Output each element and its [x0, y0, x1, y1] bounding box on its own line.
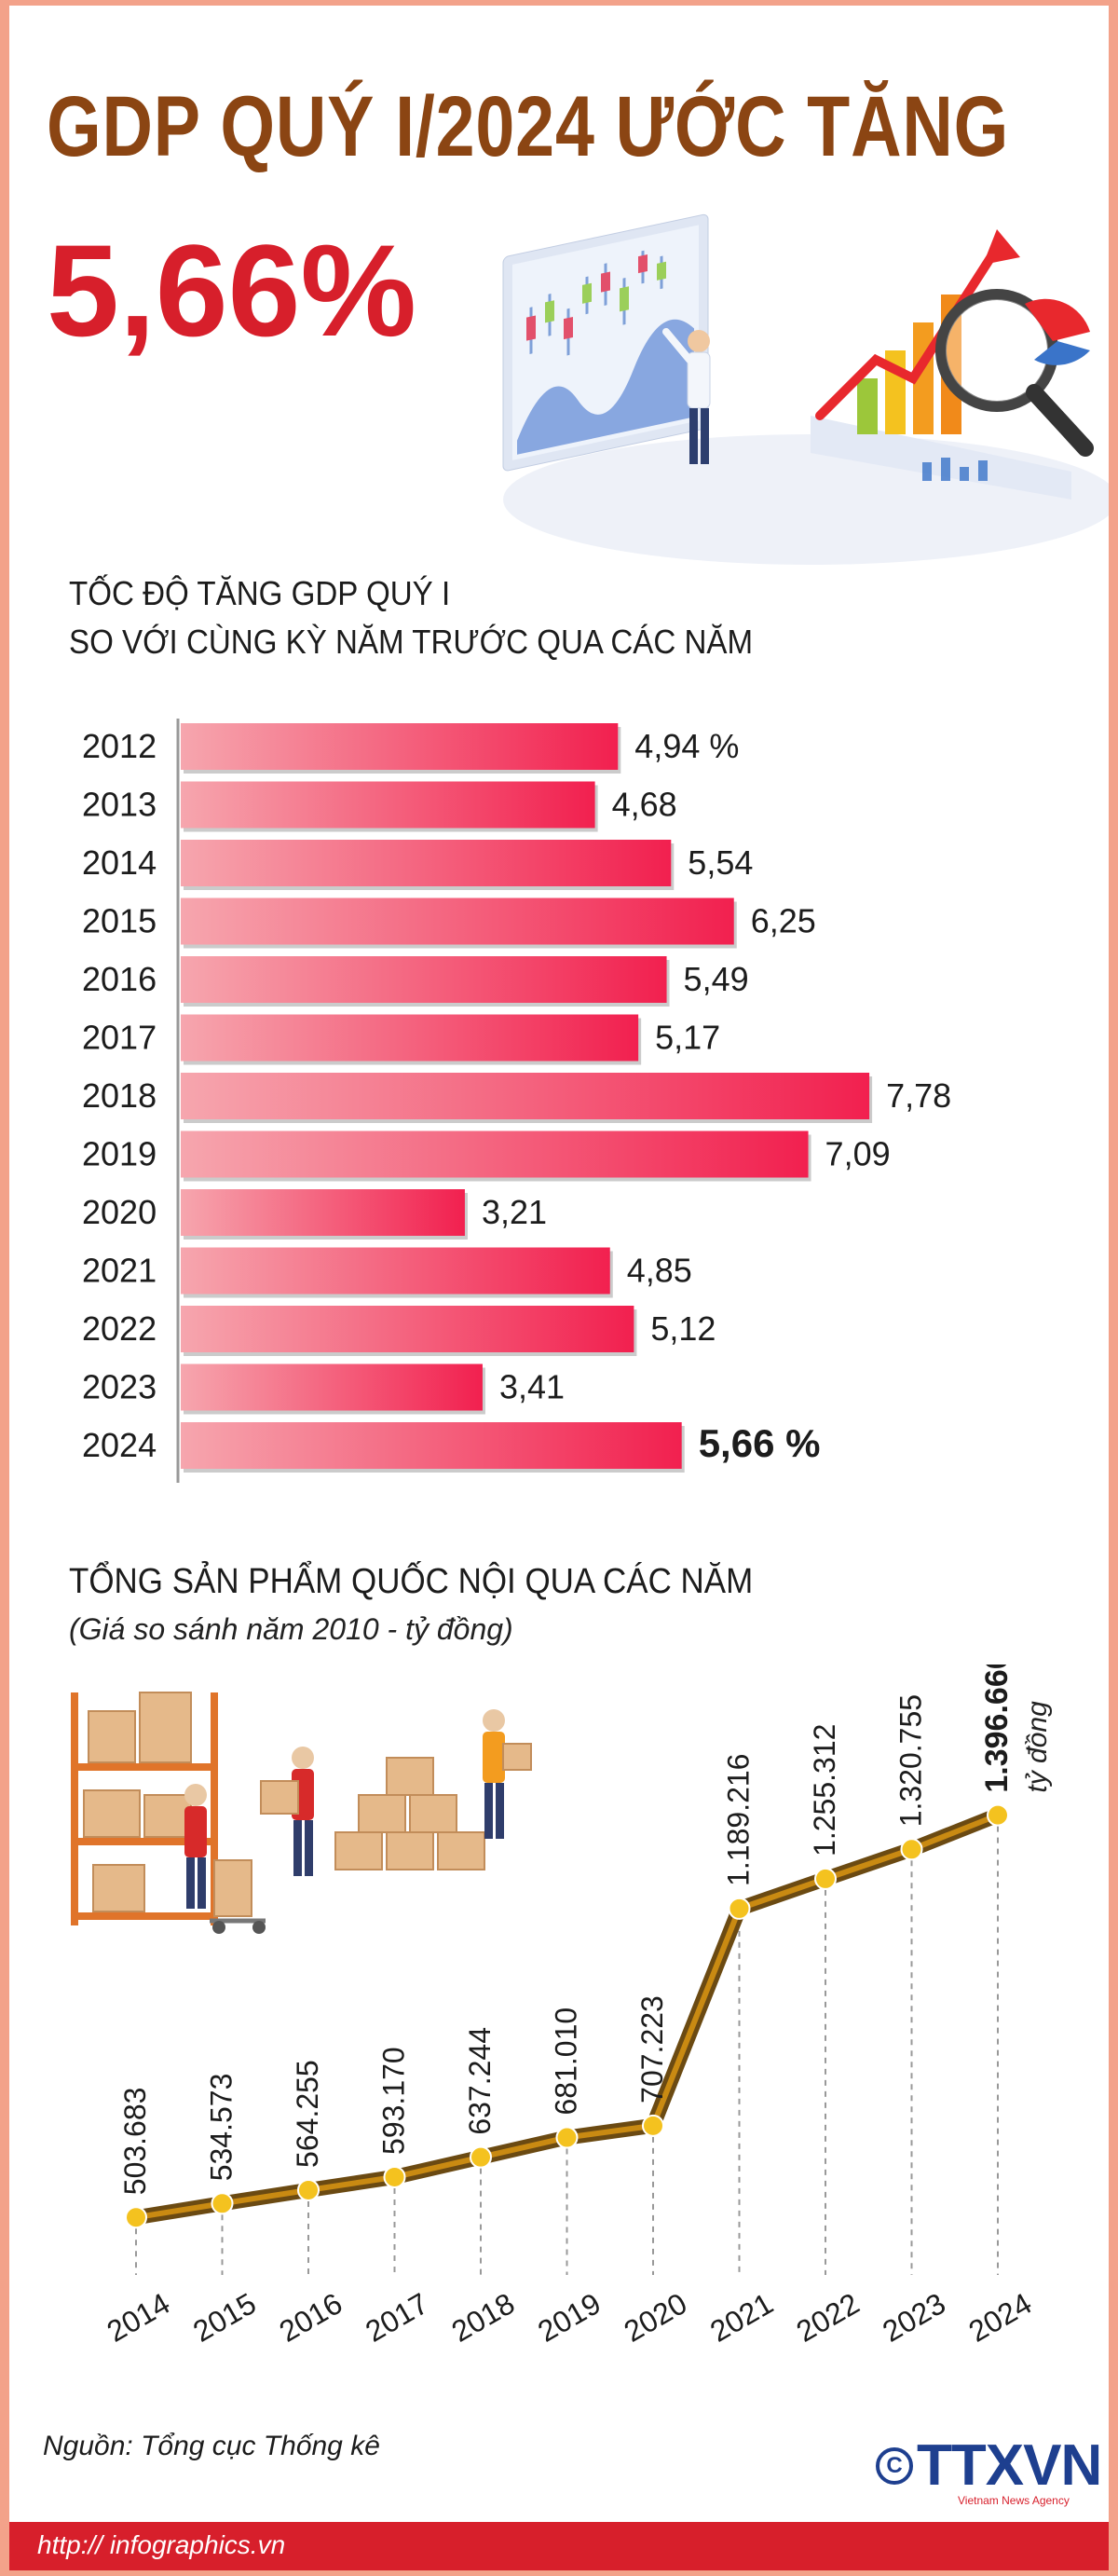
page-title: GDP QUÝ I/2024 ƯỚC TĂNG: [47, 79, 1010, 174]
bar-year-label: 2013: [82, 786, 157, 824]
bar: [181, 1189, 465, 1236]
line-value-label: 564.255: [291, 2060, 324, 2168]
gdp-growth-bar-chart: 2012 4,94 % 2013 4,68 2014 5,54 2015 6,25 2016 5,…: [82, 719, 951, 1483]
line-x-tick-label: 2024: [963, 2286, 1038, 2349]
bar: [181, 1014, 639, 1062]
bar: [181, 956, 667, 1003]
infographic-frame: GDP QUÝ I/2024 ƯỚC TĂNG 5,66%: [9, 6, 1109, 2570]
line-chart-subtitle: (Giá so sánh năm 2010 - tỷ đồng): [69, 1612, 513, 1646]
warehouse-workers-illustration: [71, 1692, 532, 1934]
bar: [181, 1422, 682, 1469]
bar-chart-title-line1: TỐC ĐỘ TĂNG GDP QUÝ I: [69, 574, 451, 612]
line-x-tick-label: 2023: [877, 2286, 951, 2349]
source-note: Nguồn: Tổng cục Thống kê: [43, 2431, 380, 2461]
line-x-tick-label: 2014: [102, 2286, 176, 2349]
bar: [181, 1073, 870, 1119]
bar-value-label: 4,94 %: [634, 727, 739, 765]
bar-value-label: 5,49: [684, 960, 749, 998]
footer-bar: http:// infographics.vn: [9, 2522, 1109, 2570]
ttxvn-logo: C TTXVN Vietnam News Agency: [876, 2433, 1102, 2511]
bar-year-label: 2014: [82, 843, 157, 882]
bar-value-label: 4,68: [612, 786, 677, 824]
bar-year-label: 2023: [82, 1368, 157, 1406]
logo-text: TTXVN: [917, 2433, 1102, 2498]
bar: [181, 1130, 809, 1178]
bar-chart-title-line2: SO VỚI CÙNG KỲ NĂM TRƯỚC QUA CÁC NĂM: [69, 623, 754, 661]
bar: [181, 723, 619, 770]
bar-year-label: 2022: [82, 1309, 157, 1348]
line-value-label: 637.244: [463, 2027, 497, 2135]
bar: [181, 1247, 610, 1295]
bar-year-label: 2021: [82, 1252, 157, 1290]
bar: [181, 840, 672, 886]
line-value-label: 534.573: [205, 2074, 239, 2182]
business-analytics-illustration: [502, 213, 1109, 565]
bar-value-label: 4,85: [627, 1252, 692, 1290]
bar-value-label: 7,78: [886, 1076, 951, 1115]
line-point: [642, 2114, 664, 2137]
bar-year-label: 2017: [82, 1019, 157, 1057]
bar-year-label: 2018: [82, 1076, 157, 1115]
bar-value-label: 5,12: [650, 1309, 716, 1348]
line-x-tick-label: 2015: [187, 2286, 262, 2349]
bar-year-label: 2016: [82, 960, 157, 998]
line-x-tick-label: 2020: [619, 2286, 693, 2349]
copyright-icon: C: [876, 2447, 913, 2485]
line-x-tick-label: 2021: [704, 2286, 779, 2349]
line-chart-title: TỔNG SẢN PHẨM QUỐC NỘI QUA CÁC NĂM: [69, 1562, 754, 1601]
line-point: [297, 2178, 320, 2201]
bar-value-label: 5,17: [655, 1019, 720, 1057]
bar-value-label: 3,21: [482, 1193, 547, 1231]
line-x-tick-label: 2022: [791, 2286, 866, 2349]
line-value-label: 681.010: [550, 2007, 583, 2116]
bar-value-label: 7,09: [825, 1135, 891, 1173]
unit-label: tỷ đồng: [1022, 1701, 1053, 1793]
line-value-label: 1.255.312: [808, 1724, 841, 1857]
bar: [181, 781, 595, 829]
line-value-label: 593.170: [377, 2047, 411, 2155]
bar-year-label: 2015: [82, 902, 157, 940]
line-point: [900, 1838, 923, 1861]
bar-value-label: 3,41: [499, 1368, 565, 1406]
bar-year-label: 2020: [82, 1193, 157, 1231]
line-value-label: 707.223: [635, 1995, 669, 2103]
line-value-label: 503.683: [118, 2088, 152, 2196]
line-x-tick-label: 2018: [446, 2286, 521, 2349]
bar-year-label: 2012: [82, 727, 157, 765]
bar-value-label: 5,66 %: [699, 1421, 821, 1465]
line-point: [470, 2145, 492, 2169]
line-x-tick-label: 2017: [360, 2286, 434, 2349]
line-point: [211, 2192, 234, 2215]
line-point: [728, 1897, 751, 1920]
line-x-tick-label: 2019: [532, 2286, 607, 2349]
bar-value-label: 6,25: [751, 902, 816, 940]
line-x-tick-label: 2016: [274, 2286, 348, 2349]
line-point: [555, 2126, 579, 2149]
bar-value-label: 5,54: [688, 843, 753, 882]
bar: [181, 1363, 483, 1411]
headline-figure: 5,66%: [47, 217, 416, 363]
line-point: [814, 1867, 837, 1890]
footer-link[interactable]: http:// infographics.vn: [37, 2530, 286, 2559]
bar: [181, 897, 734, 945]
line-point: [383, 2165, 406, 2188]
line-value-label: 1.189.216: [722, 1754, 756, 1886]
line-point: [125, 2206, 147, 2229]
gdp-total-line-chart: 503.683 534.573 564.255 593.170 637.244 681.0…: [102, 1665, 1053, 2349]
line-point: [987, 1803, 1009, 1827]
logo-subtext: Vietnam News Agency: [958, 2494, 1070, 2507]
line-value-label: 1.320.755: [894, 1694, 928, 1827]
bar-year-label: 2024: [82, 1426, 157, 1464]
bar-year-label: 2019: [82, 1135, 157, 1173]
line-value-label: 1.396.660: [979, 1665, 1015, 1793]
bar: [181, 1306, 634, 1352]
